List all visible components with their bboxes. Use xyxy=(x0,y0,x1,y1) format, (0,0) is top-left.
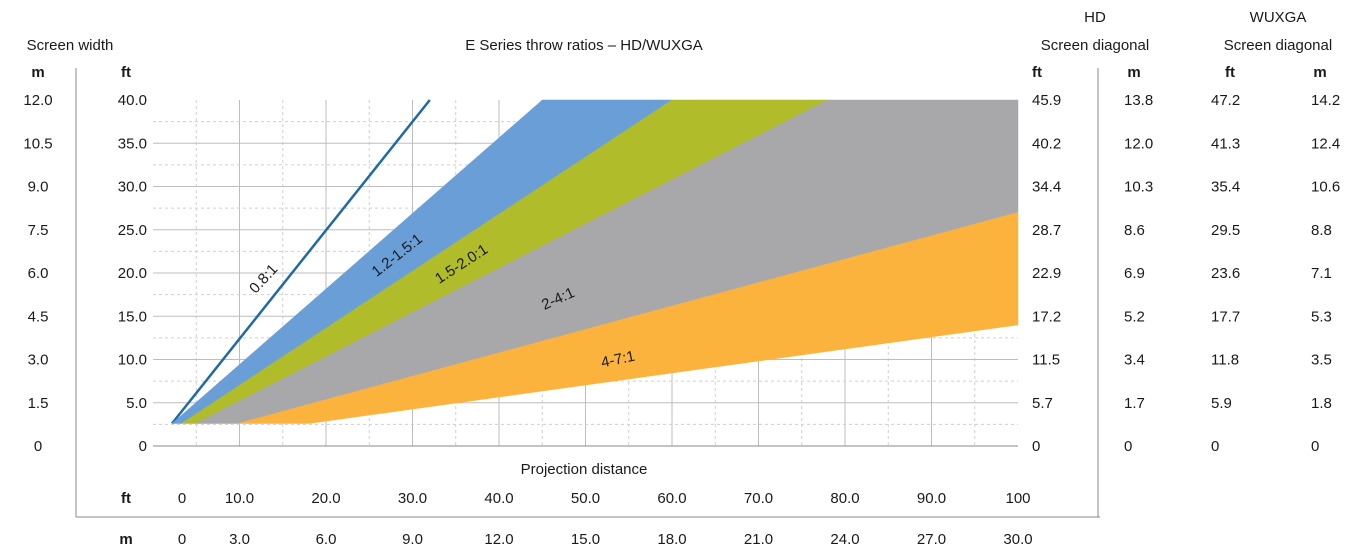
y-tick-ft: 35.0 xyxy=(118,135,147,152)
y-tick-m: 1.5 xyxy=(28,395,49,412)
hd-diagonal-m: 10.3 xyxy=(1124,179,1153,196)
wuxga-diagonal-m: 12.4 xyxy=(1311,135,1340,152)
x-tick-ft: 100 xyxy=(1005,490,1030,507)
hd-diagonal-m: 6.9 xyxy=(1124,265,1145,282)
wuxga-diagonal-ft: 47.2 xyxy=(1211,92,1240,109)
x-tick-ft: 50.0 xyxy=(571,490,600,507)
hd-diagonal-m: 0 xyxy=(1124,438,1132,455)
y-tick-ft: 30.0 xyxy=(118,179,147,196)
x-tick-m: 9.0 xyxy=(402,531,423,548)
x-tick-ft: 10.0 xyxy=(225,490,254,507)
hd-diagonal-header: Screen diagonal xyxy=(1041,37,1149,54)
hd-diagonal-ft: 28.7 xyxy=(1032,222,1061,239)
x-tick-m: 21.0 xyxy=(744,531,773,548)
hd-diagonal-m: 8.6 xyxy=(1124,222,1145,239)
x-tick-m: 6.0 xyxy=(316,531,337,548)
wuxga-diagonal-m: 0 xyxy=(1311,438,1319,455)
x-axis-title: Projection distance xyxy=(521,461,648,478)
y-tick-m: 3.0 xyxy=(28,352,49,369)
wuxga-ft-unit: ft xyxy=(1225,64,1235,81)
hd-diagonal-ft: 0 xyxy=(1032,438,1040,455)
hd-diagonal-m: 1.7 xyxy=(1124,395,1145,412)
wuxga-diagonal-ft: 17.7 xyxy=(1211,308,1240,325)
wuxga-diagonal-m: 1.8 xyxy=(1311,395,1332,412)
x-tick-m: 24.0 xyxy=(830,531,859,548)
wuxga-diagonal-ft: 35.4 xyxy=(1211,179,1240,196)
hd-diagonal-ft: 40.2 xyxy=(1032,135,1061,152)
series-4-7-1-band xyxy=(237,212,1019,424)
y-tick-m: 12.0 xyxy=(23,92,52,109)
y-unit-ft: ft xyxy=(121,64,131,81)
wuxga-diagonal-m: 7.1 xyxy=(1311,265,1332,282)
hd-diagonal-ft: 11.5 xyxy=(1032,352,1060,369)
hd-diagonal-ft: 22.9 xyxy=(1032,265,1061,282)
wuxga-diagonal-ft: 5.9 xyxy=(1211,395,1232,412)
wuxga-diagonal-m: 3.5 xyxy=(1311,352,1332,369)
hd-diagonal-ft: 34.4 xyxy=(1032,179,1061,196)
hd-diagonal-ft: 45.9 xyxy=(1032,92,1061,109)
x-tick-m: 18.0 xyxy=(657,531,686,548)
y-tick-m: 7.5 xyxy=(28,222,49,239)
chart-title: E Series throw ratios – HD/WUXGA xyxy=(465,37,703,54)
y-tick-ft: 15.0 xyxy=(118,308,147,325)
x-tick-ft: 90.0 xyxy=(917,490,946,507)
y-tick-m: 6.0 xyxy=(28,265,49,282)
y-tick-ft: 10.0 xyxy=(118,352,147,369)
y-unit-m: m xyxy=(31,64,44,81)
x-tick-m: 27.0 xyxy=(917,531,946,548)
x-tick-ft: 20.0 xyxy=(311,490,340,507)
wuxga-diagonal-m: 10.6 xyxy=(1311,179,1340,196)
hd-header: HD xyxy=(1084,9,1106,26)
x-unit-m: m xyxy=(119,531,132,548)
hd-diagonal-ft: 17.2 xyxy=(1032,308,1061,325)
y-tick-ft: 0 xyxy=(139,438,147,455)
hd-diagonal-m: 3.4 xyxy=(1124,352,1145,369)
wuxga-diagonal-header: Screen diagonal xyxy=(1224,37,1332,54)
y-tick-ft: 20.0 xyxy=(118,265,147,282)
y-tick-ft: 25.0 xyxy=(118,222,147,239)
y-tick-m: 9.0 xyxy=(28,179,49,196)
x-tick-m: 3.0 xyxy=(229,531,250,548)
x-tick-m: 15.0 xyxy=(571,531,600,548)
y-tick-m: 4.5 xyxy=(28,308,49,325)
wuxga-diagonal-ft: 11.8 xyxy=(1211,352,1239,369)
hd-m-unit: m xyxy=(1127,64,1140,81)
series-2-4-1-band xyxy=(195,99,1019,424)
series-0-8-1-line xyxy=(171,99,431,425)
wuxga-diagonal-ft: 0 xyxy=(1211,438,1219,455)
hd-diagonal-m: 12.0 xyxy=(1124,135,1153,152)
x-tick-m: 30.0 xyxy=(1003,531,1032,548)
hd-diagonal-ft: 5.7 xyxy=(1032,395,1053,412)
wuxga-diagonal-ft: 23.6 xyxy=(1211,265,1240,282)
x-tick-ft: 70.0 xyxy=(744,490,773,507)
x-unit-ft: ft xyxy=(121,490,131,507)
wuxga-diagonal-m: 5.3 xyxy=(1311,308,1332,325)
y-axis-title: Screen width xyxy=(27,37,114,54)
wuxga-diagonal-m: 8.8 xyxy=(1311,222,1332,239)
y-tick-ft: 5.0 xyxy=(126,395,147,412)
wuxga-header: WUXGA xyxy=(1250,9,1307,26)
wuxga-m-unit: m xyxy=(1313,64,1326,81)
x-tick-ft: 80.0 xyxy=(830,490,859,507)
x-tick-ft: 0 xyxy=(178,490,186,507)
hd-diagonal-m: 13.8 xyxy=(1124,92,1153,109)
wuxga-diagonal-m: 14.2 xyxy=(1311,92,1340,109)
x-tick-ft: 60.0 xyxy=(657,490,686,507)
x-tick-ft: 30.0 xyxy=(398,490,427,507)
y-tick-ft: 40.0 xyxy=(118,92,147,109)
x-tick-ft: 40.0 xyxy=(484,490,513,507)
y-tick-m: 10.5 xyxy=(23,135,52,152)
wuxga-diagonal-ft: 41.3 xyxy=(1211,135,1240,152)
x-tick-m: 12.0 xyxy=(484,531,513,548)
hd-ft-unit: ft xyxy=(1032,64,1042,81)
x-tick-m: 0 xyxy=(178,531,186,548)
series-label: 4-7:1 xyxy=(600,348,637,372)
wuxga-diagonal-ft: 29.5 xyxy=(1211,222,1240,239)
hd-diagonal-m: 5.2 xyxy=(1124,308,1145,325)
y-tick-m: 0 xyxy=(34,438,42,455)
